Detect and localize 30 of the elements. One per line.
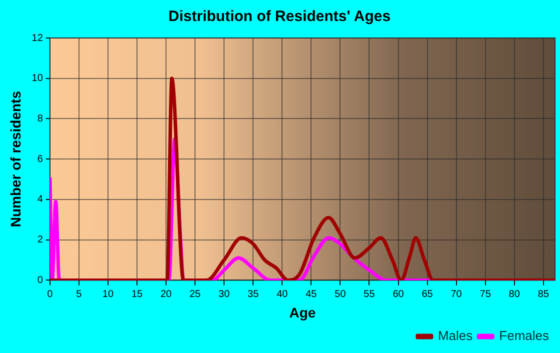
x-tick-label: 75 (480, 288, 492, 300)
x-tick-label: 30 (218, 288, 230, 300)
x-tick-label: 10 (102, 288, 114, 300)
x-tick-label: 70 (450, 288, 462, 300)
x-tick-label: 45 (306, 288, 318, 300)
x-tick-label: 15 (131, 288, 144, 300)
x-tick-label: 50 (334, 288, 346, 300)
x-tick-label: 0 (47, 288, 54, 300)
y-tick-label: 10 (32, 73, 44, 84)
y-tick-label: 8 (37, 113, 44, 124)
y-tick-label: 12 (32, 32, 44, 44)
x-tick-label: 60 (392, 288, 404, 300)
x-tick-label: 5 (76, 288, 82, 300)
x-tick-label: 35 (248, 288, 260, 300)
y-axis-title: Number of residents (7, 90, 24, 228)
chart-title: Distribution of Residents' Ages (168, 8, 391, 26)
x-tick-label: 25 (190, 288, 202, 300)
x-tick-label: 65 (422, 288, 434, 300)
y-tick-label: 4 (37, 194, 44, 206)
legend-label: Males (438, 328, 474, 344)
x-tick-label: 80 (508, 288, 520, 300)
y-tick-label: 2 (37, 234, 44, 246)
x-tick-label: 55 (364, 288, 376, 300)
x-tick-label: 40 (276, 288, 288, 300)
y-tick-label: 0 (37, 274, 44, 286)
x-tick-label: 20 (160, 288, 172, 300)
x-tick-label: 85 (538, 288, 550, 300)
y-tick-label: 6 (37, 154, 44, 165)
legend-label: Females (499, 328, 550, 344)
x-axis-title: Age (289, 304, 316, 320)
